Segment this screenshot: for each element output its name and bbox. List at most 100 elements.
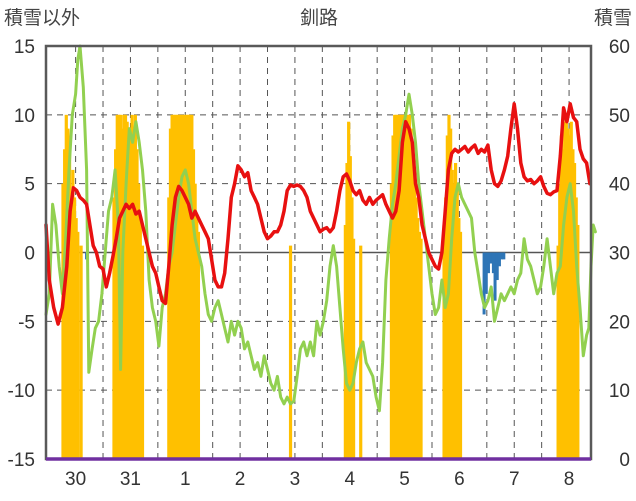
plot-frame (44, 44, 593, 461)
snow-bar (351, 238, 356, 459)
chart-title: 釧路 (300, 7, 338, 29)
snow-bar (568, 135, 572, 459)
snow-bar (564, 114, 568, 459)
snow-bar (407, 114, 412, 459)
snow-bar (572, 163, 577, 459)
left-tick-label: -15 (8, 450, 35, 471)
x-tick-label: 8 (564, 469, 575, 490)
snow-bar (455, 190, 459, 460)
snow-bar (114, 149, 118, 459)
snow-bar (452, 183, 456, 459)
snow-bar (419, 238, 423, 459)
snow-bar (172, 114, 176, 459)
snow-bar (414, 197, 418, 459)
x-tick-label: 4 (344, 469, 355, 490)
snow-bar (182, 114, 186, 459)
snow-bar (69, 197, 73, 459)
right-tick-label: 60 (609, 37, 630, 58)
blue-bar (491, 252, 495, 274)
snow-bar (563, 121, 567, 459)
snow-bar (177, 114, 181, 459)
series-lines (44, 44, 597, 413)
x-tick-label: 30 (65, 469, 86, 490)
snow-bar (128, 135, 133, 459)
left-tick-label: 5 (24, 175, 35, 196)
snow-bar (178, 114, 182, 459)
snow-bar (442, 224, 446, 459)
snow-bar (133, 114, 137, 459)
snow-bar (175, 114, 179, 459)
snow-bar (417, 231, 421, 459)
x-tick-label: 3 (290, 469, 301, 490)
blue-bar (482, 252, 486, 315)
snow-bar (389, 183, 394, 459)
snow-bar (558, 183, 562, 459)
left-tick-label: -5 (18, 312, 35, 333)
snow-bar (398, 114, 402, 459)
right-tick-label: 30 (609, 244, 630, 265)
blue-bar (495, 252, 499, 281)
snow-bar (71, 169, 75, 459)
blue-bar (497, 252, 501, 267)
x-tick-label: 7 (509, 469, 520, 490)
snow-bar (191, 149, 196, 459)
snow-bar (123, 114, 128, 459)
snow-bar (196, 231, 201, 459)
snow-bar (399, 114, 403, 459)
snow-bar (112, 197, 116, 459)
blue-bar (484, 252, 488, 294)
temperature-line (44, 102, 592, 326)
left-tick-label: 15 (14, 37, 35, 58)
snow-bar (137, 183, 141, 459)
x-tick-label: 6 (454, 469, 465, 490)
snow-bar (190, 114, 194, 459)
snow-bar (450, 169, 454, 459)
snow-bar (411, 142, 415, 459)
right-tick-label: 40 (609, 175, 630, 196)
snow-bar (188, 114, 192, 459)
snow-bar (412, 169, 417, 459)
snow-bar (561, 149, 565, 459)
x-tick-label: 5 (399, 469, 410, 490)
right-tick-label: 10 (609, 381, 630, 402)
snow-bar (122, 114, 126, 459)
right-tick-label: 20 (609, 312, 630, 333)
snow-bar (393, 114, 397, 459)
snow-bar (140, 245, 145, 459)
snow-bar (167, 197, 171, 459)
snow-bar (74, 218, 78, 459)
snow-bar (66, 128, 70, 459)
snow-bar (566, 128, 570, 459)
snow-bar (348, 156, 352, 459)
left-axis-title: 積雪以外 (4, 7, 80, 29)
snow-bar (180, 114, 184, 459)
blue-bar (500, 252, 504, 260)
snow-bar (173, 114, 177, 459)
snow-bar (571, 149, 575, 459)
snow-bar (63, 149, 67, 459)
snow-bar (135, 149, 139, 459)
snow-bar (457, 218, 461, 459)
snow-bar (453, 163, 458, 459)
snow-bar (79, 245, 83, 459)
snow-bar (444, 197, 448, 459)
left-tick-label: 10 (14, 106, 35, 127)
x-tick-labels: 30 31 1 2 3 4 5 6 7 8 (65, 469, 574, 490)
snow-bars (61, 114, 580, 460)
right-axis-title: 積雪 (594, 7, 632, 29)
snow-bar (576, 224, 580, 459)
snow-bar (406, 114, 410, 459)
snow-bar (401, 114, 405, 459)
snow-bar (343, 224, 347, 459)
snow-bar (76, 231, 80, 459)
x-tick-label: 1 (180, 469, 191, 490)
snow-bar (458, 231, 463, 459)
right-tick-label: 0 (619, 450, 630, 471)
snow-bar (193, 183, 197, 459)
snow-bar (347, 121, 351, 459)
snow-bar (183, 114, 187, 459)
snow-bar (61, 183, 65, 459)
snow-bar (186, 114, 191, 459)
blue-bar (502, 252, 506, 260)
